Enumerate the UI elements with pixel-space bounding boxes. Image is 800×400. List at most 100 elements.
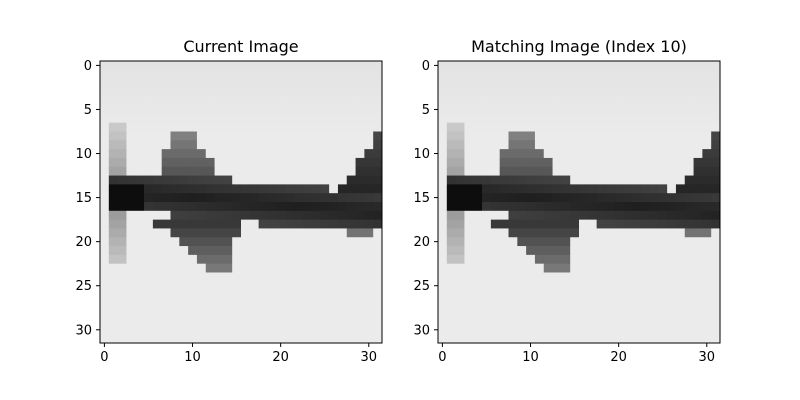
image-pixel [285, 131, 295, 141]
image-pixel [446, 237, 457, 247]
image-pixel [373, 157, 383, 168]
image-pixel [526, 281, 536, 291]
image-pixel [108, 113, 119, 124]
image-pixel [587, 175, 598, 185]
image-pixel [482, 175, 492, 185]
image-pixel [126, 69, 136, 80]
image-pixel [649, 149, 659, 159]
image-pixel [631, 87, 642, 97]
image-pixel [108, 69, 119, 80]
image-pixel [364, 325, 374, 335]
image-pixel [329, 334, 339, 344]
image-pixel [552, 140, 562, 150]
image-pixel [161, 61, 171, 71]
image-pixel [667, 166, 677, 176]
image-pixel [144, 140, 154, 150]
image-pixel [543, 87, 553, 97]
image-pixel [587, 105, 598, 115]
image-pixel [623, 210, 633, 221]
image-pixel [579, 263, 589, 273]
image-pixel [152, 246, 163, 256]
y-tick-label: 30 [75, 323, 92, 338]
image-pixel [355, 131, 365, 141]
image-pixel [631, 254, 642, 265]
image-pixel [473, 105, 483, 115]
image-pixel [100, 316, 110, 326]
image-pixel [631, 157, 642, 168]
image-pixel [170, 307, 180, 317]
image-pixel [482, 166, 492, 176]
image-pixel [126, 122, 136, 132]
image-pixel [464, 140, 474, 150]
image-pixel [355, 219, 365, 229]
image-pixel [276, 263, 286, 273]
image-pixel [649, 122, 659, 132]
image-pixel [684, 113, 694, 124]
image-pixel [570, 334, 580, 344]
image-pixel [188, 307, 198, 317]
image-pixel [276, 122, 286, 132]
image-pixel [232, 334, 242, 344]
image-pixel [675, 193, 686, 203]
image-pixel [285, 202, 295, 212]
image-pixel [570, 263, 580, 273]
image-pixel [232, 281, 242, 291]
image-pixel [534, 96, 545, 106]
image-pixel [667, 87, 677, 97]
image-pixel [373, 334, 383, 344]
image-pixel [649, 298, 659, 309]
image-pixel [614, 281, 624, 291]
image-pixel [320, 334, 330, 344]
image-pixel [258, 237, 268, 247]
image-pixel [223, 175, 233, 185]
image-pixel [605, 61, 615, 71]
image-pixel [684, 96, 694, 106]
image-pixel [337, 105, 348, 115]
image-pixel [455, 113, 465, 124]
image-pixel [605, 166, 615, 176]
image-pixel [490, 87, 501, 97]
image-pixel [135, 184, 145, 194]
image-pixel [214, 210, 224, 221]
image-pixel [100, 254, 110, 265]
image-pixel [499, 237, 509, 247]
image-pixel [455, 219, 465, 229]
image-pixel [482, 254, 492, 265]
image-pixel [446, 105, 457, 115]
image-pixel [499, 78, 509, 88]
image-pixel [241, 202, 251, 212]
image-pixel [205, 105, 215, 115]
image-pixel [526, 96, 536, 106]
image-pixel [355, 246, 365, 256]
image-pixel [455, 281, 465, 291]
image-pixel [711, 219, 721, 229]
image-pixel [579, 149, 589, 159]
image-pixel [446, 122, 457, 132]
image-pixel [258, 140, 268, 150]
image-pixel [543, 78, 553, 88]
image-pixel [587, 202, 598, 212]
image-pixel [144, 334, 154, 344]
image-pixel [179, 157, 189, 168]
image-pixel [276, 113, 286, 124]
image-pixel [293, 131, 304, 141]
image-pixel [623, 237, 633, 247]
image-pixel [205, 202, 215, 212]
image-pixel [100, 78, 110, 88]
image-pixel [552, 307, 562, 317]
image-pixel [508, 272, 518, 282]
image-pixel [526, 61, 536, 71]
image-pixel [649, 61, 659, 71]
image-pixel [605, 298, 615, 309]
image-pixel [276, 157, 286, 168]
image-pixel [587, 78, 598, 88]
image-pixel [152, 166, 163, 176]
image-pixel [534, 184, 545, 194]
image-pixel [649, 219, 659, 229]
image-pixel [188, 228, 198, 238]
image-pixel [561, 228, 571, 238]
image-pixel [170, 290, 180, 300]
image-pixel [649, 228, 659, 238]
image-pixel [605, 307, 615, 317]
image-pixel [640, 140, 650, 150]
